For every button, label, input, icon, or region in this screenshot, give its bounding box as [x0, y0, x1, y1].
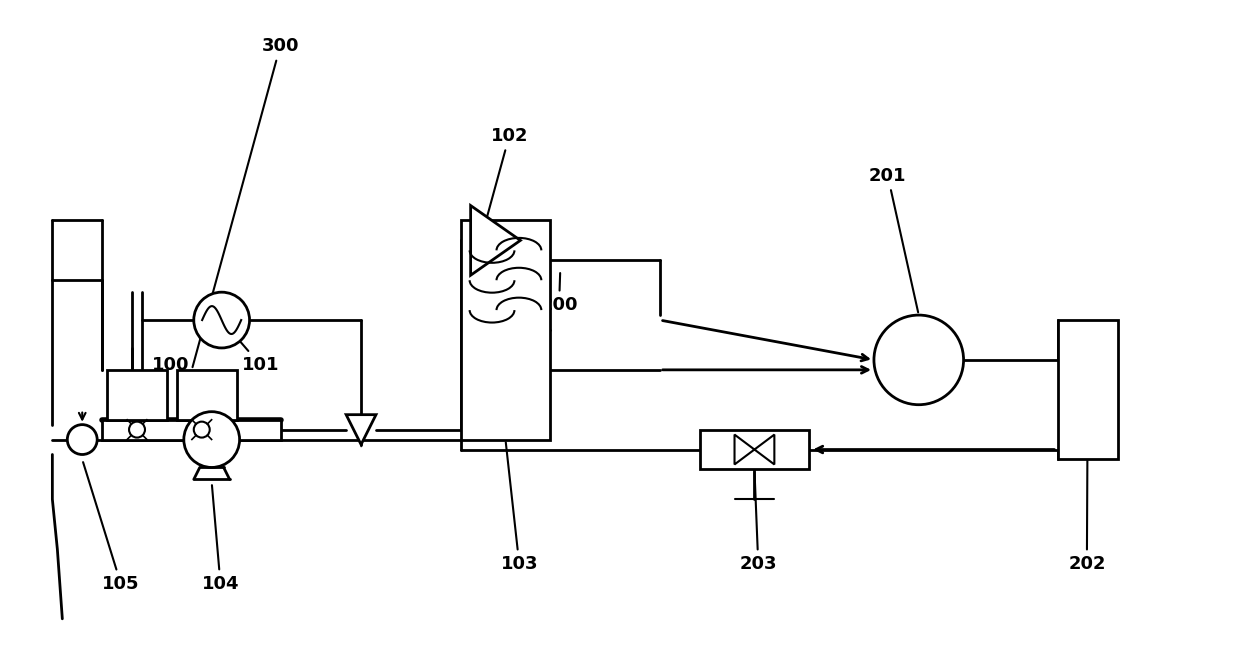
Text: 200: 200 — [541, 273, 578, 314]
Text: 202: 202 — [1068, 323, 1106, 573]
Text: 100: 100 — [139, 356, 190, 427]
Bar — [177, 370, 237, 419]
Circle shape — [184, 411, 239, 468]
Bar — [102, 419, 281, 440]
Bar — [107, 370, 167, 419]
Text: 102: 102 — [481, 127, 528, 237]
Text: 203: 203 — [739, 472, 777, 573]
Polygon shape — [734, 435, 774, 464]
Text: 104: 104 — [202, 485, 239, 593]
Circle shape — [129, 421, 145, 438]
Text: 201: 201 — [869, 167, 918, 312]
Bar — [699, 429, 810, 470]
Circle shape — [874, 315, 963, 405]
Polygon shape — [346, 415, 376, 444]
Bar — [1058, 320, 1118, 460]
Circle shape — [67, 425, 97, 454]
Polygon shape — [471, 205, 521, 275]
Text: 101: 101 — [223, 322, 279, 374]
Bar — [461, 221, 551, 440]
Text: 103: 103 — [501, 442, 538, 573]
Circle shape — [193, 421, 210, 438]
Circle shape — [193, 292, 249, 348]
Text: 105: 105 — [83, 462, 140, 593]
Text: 300: 300 — [192, 37, 299, 367]
